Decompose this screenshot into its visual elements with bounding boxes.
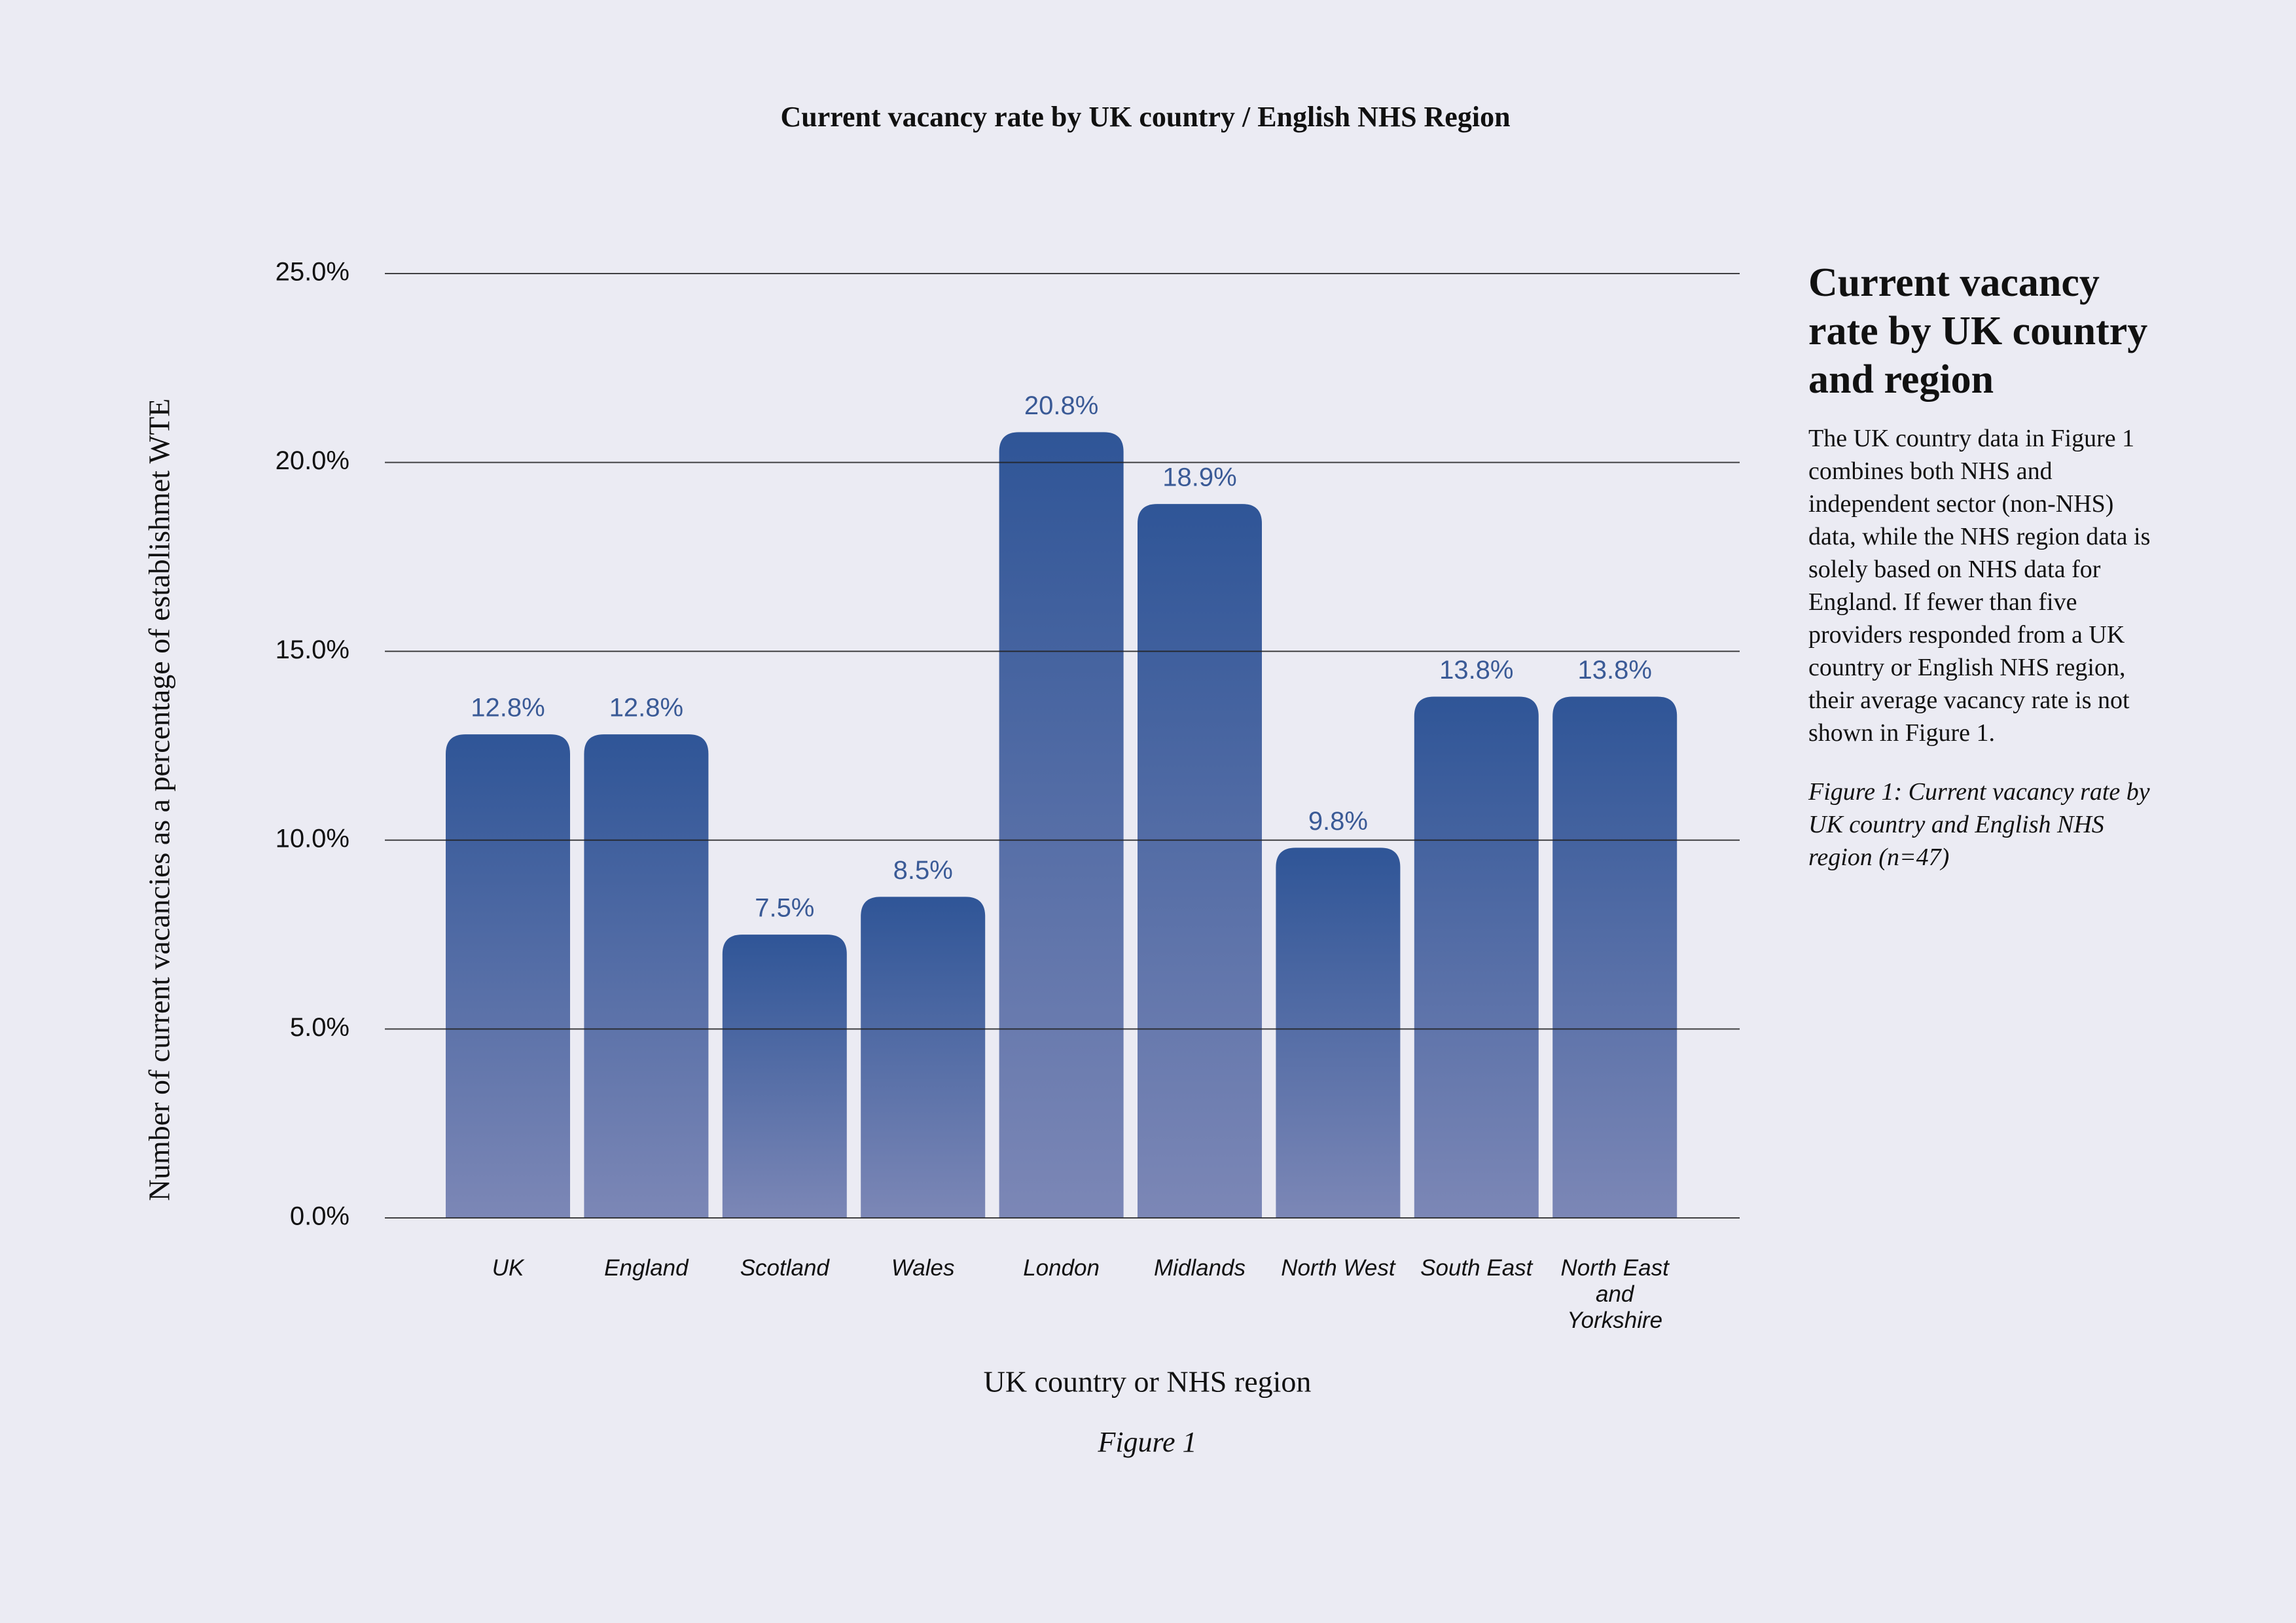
data-label: 13.8% — [1577, 656, 1651, 685]
sidebar-text: The UK country data in Figure 1 combines… — [1808, 425, 2151, 747]
y-tick-label: 15.0% — [276, 635, 350, 664]
x-tick-label: North East and Yorkshire — [1560, 1255, 1669, 1333]
data-label: 9.8% — [1308, 807, 1368, 836]
y-axis-label: Number of current vacancies as a percent… — [143, 399, 176, 1202]
bar — [722, 935, 847, 1218]
data-label: 8.5% — [893, 856, 953, 885]
sidebar: Current vacancy rate by UK country and r… — [1808, 259, 2165, 900]
y-tick-label: 5.0% — [290, 1013, 350, 1042]
data-label: 20.8% — [1024, 391, 1098, 420]
x-tick-label: England — [604, 1255, 689, 1281]
x-tick-label: London — [1023, 1255, 1100, 1281]
bar — [1414, 696, 1539, 1218]
x-tick-label: UK — [492, 1255, 524, 1281]
data-label: 12.8% — [471, 694, 545, 722]
chart-title: Current vacancy rate by UK country / Eng… — [780, 101, 1510, 133]
x-tick-label: Wales — [891, 1255, 955, 1281]
x-tick-label: Scotland — [740, 1255, 829, 1281]
y-tick-label: 20.0% — [276, 446, 350, 475]
sidebar-heading: Current vacancy rate by UK country and r… — [1808, 260, 2148, 402]
data-label: 18.9% — [1162, 463, 1236, 492]
bar — [1552, 696, 1677, 1218]
figure-caption: Figure 1 — [1097, 1426, 1196, 1458]
bar — [1138, 504, 1262, 1218]
y-tick-label: 25.0% — [276, 258, 350, 287]
bar — [861, 897, 986, 1218]
data-label: 7.5% — [755, 894, 814, 923]
sidebar-note: Figure 1: Current vacancy rate by UK cou… — [1808, 778, 2150, 871]
bar — [1276, 847, 1401, 1218]
bar — [584, 734, 709, 1218]
x-axis-label: UK country or NHS region — [984, 1365, 1312, 1399]
x-tick-label: North West — [1281, 1255, 1395, 1281]
data-label: 13.8% — [1439, 656, 1513, 685]
x-tick-label: South East — [1420, 1255, 1533, 1281]
y-tick-label: 10.0% — [276, 824, 350, 853]
y-tick-label: 0.0% — [290, 1202, 350, 1231]
x-tick-label: Midlands — [1153, 1255, 1246, 1281]
bar — [446, 734, 570, 1218]
data-label: 12.8% — [609, 694, 683, 722]
bar — [999, 432, 1124, 1218]
